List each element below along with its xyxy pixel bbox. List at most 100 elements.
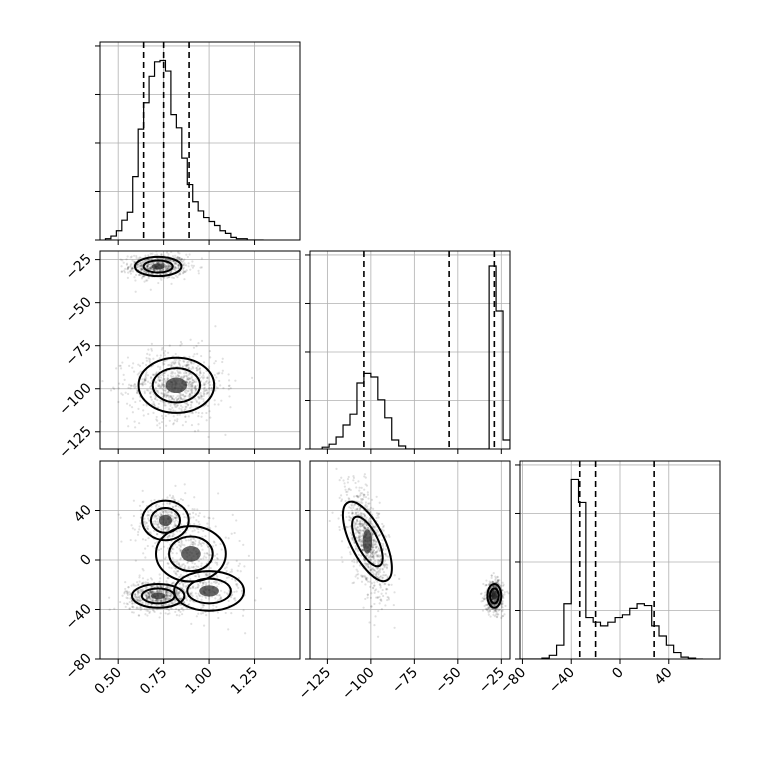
- scatter-p0-p1-point: [141, 268, 144, 271]
- scatter-p0-p2-point: [149, 590, 152, 593]
- scatter-p0-p1-point: [142, 383, 145, 386]
- scatter-p0-p2-point: [196, 597, 199, 600]
- scatter-p1-p2-point: [372, 561, 375, 564]
- scatter-p0-p1-point: [158, 379, 161, 382]
- scatter-p0-p2-point: [159, 513, 163, 516]
- scatter-p1-p2-point: [371, 541, 374, 545]
- scatter-p0-p2-point: [174, 543, 177, 546]
- scatter-p0-p1-point: [216, 386, 219, 390]
- scatter-p1-p2-point: [371, 546, 374, 550]
- scatter-p1-p2-point: [357, 530, 360, 534]
- scatter-p0-p2-point: [255, 576, 259, 579]
- scatter-p0-p2-point: [146, 607, 149, 610]
- scatter-p1-p2-panel: −125 −100 −75 −50 −25: [296, 460, 511, 703]
- scatter-p0-p1-point: [177, 264, 180, 267]
- scatter-p0-p2-point: [205, 556, 208, 559]
- scatter-p0-p1-point: [146, 267, 149, 270]
- scatter-p0-p1-point: [176, 398, 179, 401]
- scatter-p0-p2-point: [165, 591, 168, 594]
- scatter-p0-p1-point: [185, 392, 188, 395]
- scatter-p1-p2-point: [378, 583, 381, 586]
- scatter-p0-p2-point: [149, 591, 152, 595]
- scatter-p1-p2-point: [365, 576, 368, 579]
- scatter-p1-p2-point: [373, 562, 377, 565]
- scatter-p0-p1-point: [188, 381, 191, 385]
- scatter-p0-p2-point: [137, 614, 140, 617]
- scatter-p0-p1-point: [130, 267, 133, 271]
- scatter-p0-p1-point: [184, 405, 187, 408]
- scatter-p0-p2-point: [175, 588, 178, 592]
- scatter-p0-p1-point: [125, 258, 128, 261]
- scatter-p0-p1-point: [182, 267, 185, 271]
- scatter-p0-p1-point: [194, 388, 197, 391]
- scatter-p0-p2-point: [175, 524, 178, 527]
- scatter-p0-p1-point: [159, 257, 162, 260]
- scatter-p1-p2-point: [386, 595, 389, 599]
- scatter-p0-p2-point: [164, 590, 168, 593]
- scatter-p0-p1-point: [160, 261, 163, 264]
- scatter-p0-p1-point: [185, 374, 188, 378]
- scatter-p0-p1-point: [138, 273, 141, 277]
- scatter-p0-p2-point: [121, 594, 124, 597]
- scatter-p0-p1-point: [210, 389, 213, 392]
- scatter-p0-p2-point: [181, 587, 184, 590]
- scatter-p0-p1-point: [161, 373, 164, 376]
- scatter-p0-p2-point: [137, 599, 140, 602]
- scatter-p0-p2-point: [167, 526, 170, 529]
- scatter-p0-p2-point: [157, 599, 160, 602]
- scatter-p0-p1-point: [167, 264, 170, 267]
- scatter-p0-p2-point: [180, 597, 183, 600]
- scatter-p0-p2-point: [188, 580, 192, 583]
- scatter-p1-p2-point: [496, 579, 499, 582]
- scatter-p1-p2-point: [359, 529, 362, 532]
- scatter-p0-p1-point: [126, 266, 130, 270]
- scatter-p0-p1-point: [209, 416, 212, 419]
- scatter-p0-p2-point: [146, 581, 149, 584]
- scatter-p0-p2-density-peak: [158, 514, 172, 526]
- scatter-p0-p2-point: [228, 589, 231, 592]
- scatter-p1-p2-point: [345, 515, 348, 519]
- scatter-p0-p1-point: [115, 367, 118, 370]
- scatter-p0-p2-point: [180, 613, 184, 616]
- scatter-p0-p2-point: [130, 584, 133, 587]
- scatter-p0-p1-point: [176, 373, 179, 376]
- scatter-p0-p2-point: [200, 564, 203, 568]
- scatter-p0-p2-point: [188, 592, 192, 595]
- scatter-p0-p2-point: [153, 516, 156, 519]
- scatter-p0-p1-point: [182, 269, 185, 273]
- scatter-p0-p2-point: [167, 598, 171, 601]
- scatter-p0-p1-point: [126, 268, 129, 271]
- scatter-p0-p2-point: [176, 546, 179, 549]
- scatter-p0-p2-point: [129, 538, 132, 542]
- scatter-p0-p2-point: [166, 590, 170, 593]
- scatter-p0-p1-point: [133, 276, 136, 279]
- scatter-p0-p1-point: [198, 396, 201, 399]
- scatter-p0-p2-point: [172, 506, 175, 509]
- scatter-p1-p2-point: [371, 533, 374, 536]
- scatter-p0-p1-point: [182, 360, 186, 363]
- scatter-p0-p2-point: [200, 607, 203, 610]
- scatter-p1-p2-point: [370, 506, 373, 509]
- scatter-p0-p2-yticklabel: 40: [71, 502, 95, 526]
- scatter-p0-p2-point: [174, 484, 177, 487]
- scatter-p0-p2-point: [137, 592, 140, 595]
- scatter-p1-p2-point: [361, 548, 364, 552]
- scatter-p1-p2-point: [374, 543, 378, 546]
- scatter-p1-p2-point: [356, 520, 359, 523]
- scatter-p0-p1-point: [187, 364, 190, 367]
- scatter-p0-p2-point: [153, 599, 157, 602]
- scatter-p0-p2-point: [176, 591, 180, 594]
- scatter-p1-p2-point: [370, 582, 374, 585]
- scatter-p0-p1-point: [155, 389, 158, 393]
- scatter-p0-p2-point: [157, 585, 160, 588]
- scatter-p1-p2-point: [358, 519, 362, 523]
- scatter-p0-p2-point: [192, 585, 195, 588]
- scatter-p0-p2-point: [206, 522, 209, 525]
- scatter-p0-p2-point: [179, 575, 182, 578]
- scatter-p0-p1-yticklabel: −100: [56, 380, 95, 419]
- scatter-p1-p2-point: [496, 576, 499, 579]
- scatter-p0-p2-xticklabel: 0.75: [137, 665, 170, 698]
- scatter-p0-p2-point: [236, 584, 239, 587]
- scatter-p1-p2-point: [494, 578, 497, 581]
- scatter-p0-p2-point: [192, 543, 195, 546]
